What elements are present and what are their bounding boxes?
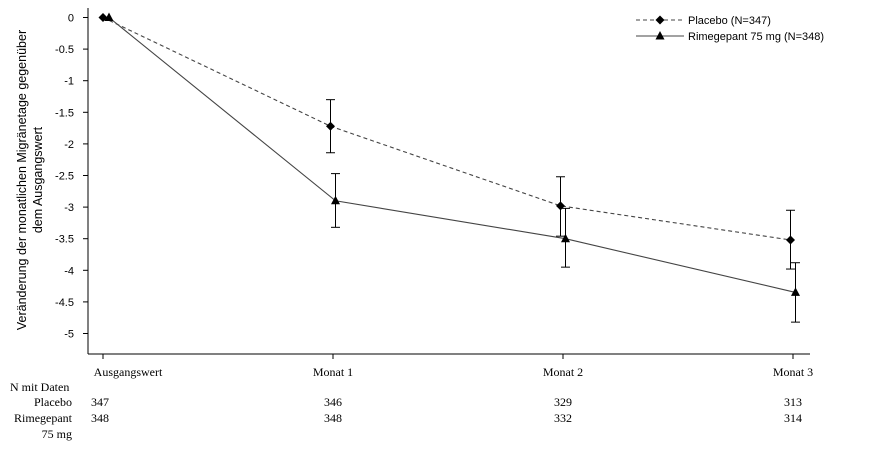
axes: 0 -0.5 -1 -1.5 -2 -2.5 -3 -3.5 -4 -4.5 -5 Ausgangsw…: [55, 8, 813, 379]
y-axis-title: Veränderung der monatlichen Migränetage …: [15, 30, 45, 330]
n-table-row-label: 75 mg: [42, 427, 72, 441]
data-point-diamond: [326, 121, 335, 131]
x-tick-label: Monat 1: [313, 365, 353, 379]
y-tick-label: -3: [64, 202, 74, 214]
data-point-diamond: [655, 15, 665, 25]
n-table-header: N mit Daten: [10, 380, 69, 394]
series-layer: [98, 12, 800, 323]
y-tick-label: -5: [64, 329, 74, 341]
n-table-cell: 313: [784, 395, 802, 409]
x-tick-label: Ausgangswert: [94, 365, 163, 379]
n-table-cell: 314: [784, 411, 802, 425]
n-table-cell: 346: [324, 395, 342, 409]
y-tick-label: -4.5: [55, 297, 74, 309]
legend-label: Rimegepant 75 mg (N=348): [688, 31, 824, 43]
n-table-cell: 348: [324, 411, 342, 425]
x-tick-label: Monat 3: [773, 365, 813, 379]
series-line: [108, 17, 796, 293]
series-line: [102, 17, 791, 241]
y-tick-label: -4: [64, 265, 74, 277]
y-tick-label: -2: [64, 139, 74, 151]
y-tick-label: -2.5: [55, 171, 74, 183]
legend-label: Placebo (N=347): [688, 15, 771, 27]
n-table-cell: 329: [554, 395, 572, 409]
legend: Placebo (N=347) Rimegepant 75 mg (N=348): [636, 15, 824, 43]
y-tick-label: -0.5: [55, 44, 74, 56]
y-tick-label: -1: [64, 76, 74, 88]
series-placebo: [98, 13, 795, 270]
y-tick-label: -1.5: [55, 107, 74, 119]
n-table-row-label: Rimegepant: [14, 411, 73, 425]
n-table-cell: 332: [554, 411, 572, 425]
n-table-row-label: Placebo: [34, 395, 72, 409]
y-axis-label: Veränderung der monatlichen Migränetage …: [15, 30, 45, 330]
data-point-triangle: [104, 12, 114, 21]
data-point-triangle: [561, 233, 570, 243]
data-point-triangle: [791, 287, 800, 296]
y-axis-title-line: dem Ausgangswert: [31, 126, 45, 233]
y-tick-label: 0: [68, 13, 74, 25]
n-table-cell: 348: [91, 411, 109, 425]
x-tick-label: Monat 2: [543, 365, 583, 379]
data-point-triangle: [655, 31, 665, 40]
series-rimegepant: [104, 12, 800, 323]
data-point-diamond: [556, 201, 565, 211]
y-axis-title-line: Veränderung der monatlichen Migränetage …: [15, 30, 29, 330]
y-tick-label: -3.5: [55, 234, 74, 246]
data-point-triangle: [331, 195, 340, 205]
n-table-cell: 347: [91, 395, 109, 409]
data-point-diamond: [786, 235, 795, 245]
